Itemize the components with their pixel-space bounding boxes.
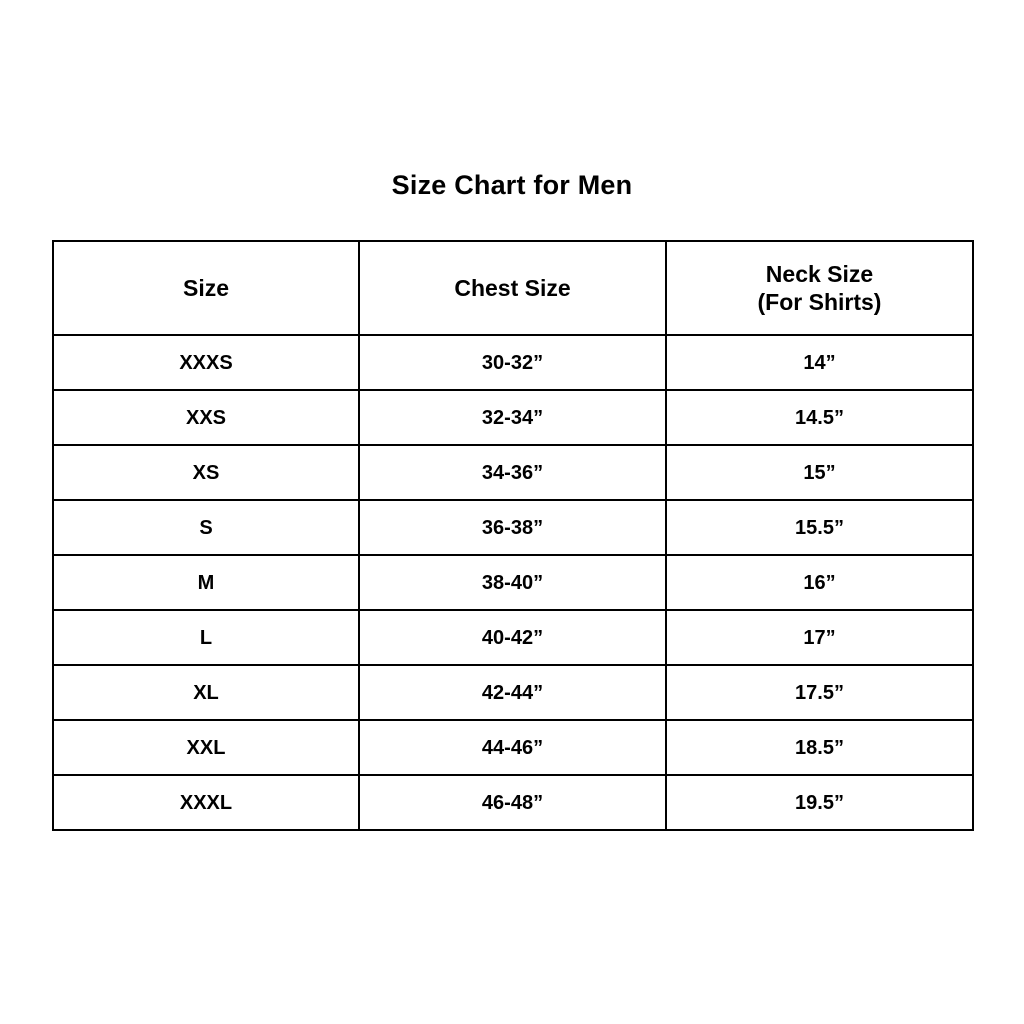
cell-size: XXXS: [52, 334, 360, 391]
cell-size: XS: [52, 444, 360, 501]
cell-size: S: [52, 499, 360, 556]
table-row: XXXL 46-48” 19.5”: [52, 774, 974, 831]
column-header-neck-size: Neck Size (For Shirts): [665, 240, 974, 336]
column-header-neck-size-line-2: (For Shirts): [757, 289, 882, 315]
table-row: L 40-42” 17”: [52, 609, 974, 666]
cell-size: XXS: [52, 389, 360, 446]
cell-size: XXXL: [52, 774, 360, 831]
cell-neck: 14.5”: [665, 389, 974, 446]
cell-chest: 42-44”: [358, 664, 667, 721]
column-header-chest-size: Chest Size: [358, 240, 667, 336]
page-title: Size Chart for Men: [391, 170, 633, 200]
cell-chest: 38-40”: [358, 554, 667, 611]
cell-neck: 17”: [665, 609, 974, 666]
cell-neck: 15.5”: [665, 499, 974, 556]
cell-chest: 30-32”: [358, 334, 667, 391]
cell-chest: 32-34”: [358, 389, 667, 446]
cell-neck: 18.5”: [665, 719, 974, 776]
table-row: XS 34-36” 15”: [52, 444, 974, 501]
cell-size: XXL: [52, 719, 360, 776]
cell-chest: 34-36”: [358, 444, 667, 501]
column-header-size: Size: [52, 240, 360, 336]
table-body: XXXS 30-32” 14” XXS 32-34” 14.5” XS 34-3…: [52, 334, 974, 831]
table-row: M 38-40” 16”: [52, 554, 974, 611]
table-row: XXS 32-34” 14.5”: [52, 389, 974, 446]
cell-size: L: [52, 609, 360, 666]
cell-chest: 36-38”: [358, 499, 667, 556]
cell-size: XL: [52, 664, 360, 721]
cell-chest: 44-46”: [358, 719, 667, 776]
table-header: Size Chest Size Neck Size (For Shirts): [52, 240, 974, 336]
cell-neck: 17.5”: [665, 664, 974, 721]
table-row: XXXS 30-32” 14”: [52, 334, 974, 391]
cell-size: M: [52, 554, 360, 611]
cell-neck: 15”: [665, 444, 974, 501]
cell-neck: 16”: [665, 554, 974, 611]
table-header-row: Size Chest Size Neck Size (For Shirts): [52, 240, 974, 336]
cell-neck: 14”: [665, 334, 974, 391]
table-row: XL 42-44” 17.5”: [52, 664, 974, 721]
table-row: S 36-38” 15.5”: [52, 499, 974, 556]
cell-neck: 19.5”: [665, 774, 974, 831]
column-header-size-line-1: Size: [182, 274, 230, 301]
column-header-chest-size-line-1: Chest Size: [454, 274, 571, 301]
cell-chest: 40-42”: [358, 609, 667, 666]
column-header-neck-size-line-1: Neck Size: [765, 260, 874, 287]
table-row: XXL 44-46” 18.5”: [52, 719, 974, 776]
size-chart-table: Size Chest Size Neck Size (For Shirts) X…: [52, 240, 974, 831]
cell-chest: 46-48”: [358, 774, 667, 831]
